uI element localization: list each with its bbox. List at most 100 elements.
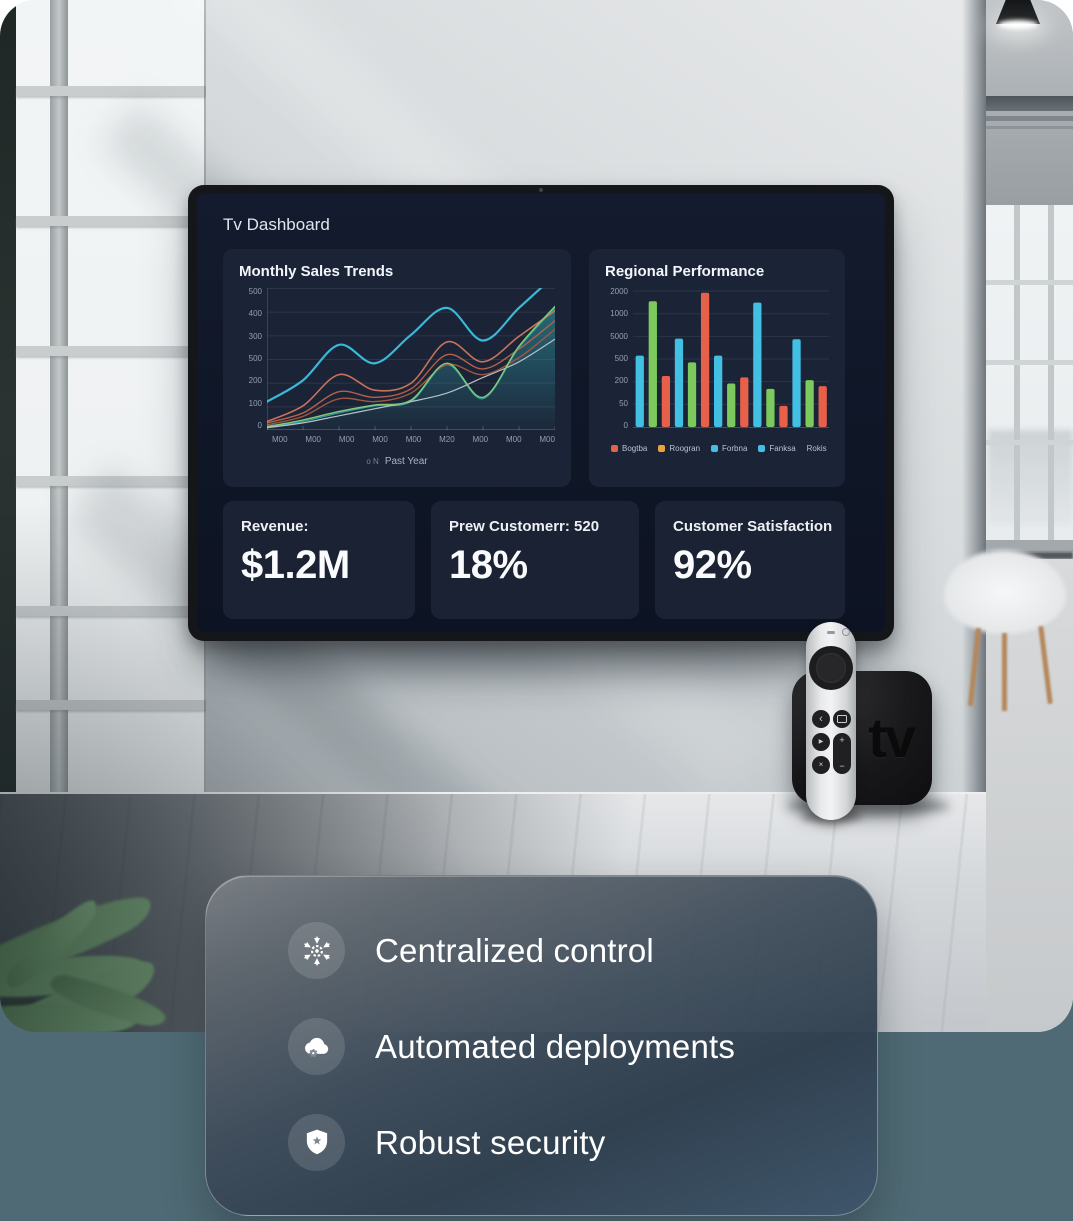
window-view [988,430,1073,525]
axis-label: M20 [439,435,455,444]
window-mullion [986,440,1073,445]
feature-label: Automated deployments [375,1027,736,1065]
floor [986,559,1073,1032]
line-chart-y-axis: 500 400 300 500 200 100 0 [239,288,267,430]
bar-chart-y-axis: 2000 1000 5000 500 200 50 0 [605,288,633,430]
dashboard-title: Tv Dashboard [223,215,330,234]
tv-unit: Tv Dashboard Monthly Sales Trends 500 400… [188,185,894,641]
axis-label: M00 [272,435,288,444]
stat-value: $1.2M [241,543,350,587]
window-sill [986,540,1073,552]
pendant-light-bulb [998,20,1038,29]
line-chart-caption: o N Past Year [366,456,428,467]
axis-label: 2000 [610,287,628,296]
bar [700,292,710,427]
axis-label: 500 [614,353,628,363]
stat-card-new-customers: Prew Customerr: 520 18% [431,501,639,619]
tv-camera-led [539,188,543,192]
remote-dpad [809,646,853,690]
bar [714,355,723,427]
axis-label: 5000 [610,331,628,341]
monthly-sales-panel: Monthly Sales Trends 500 400 300 500 200 100 0 [223,249,571,487]
window-mullion [986,360,1073,365]
ceiling-beam [986,96,1073,111]
feature-item: Robust security [288,1114,877,1171]
window-mullion [16,86,206,96]
remote-dpad-center [816,653,846,683]
legend-swatch [611,445,618,452]
ceiling-beam [986,116,1073,121]
remote-back-button: ‹ [812,710,830,728]
stat-label: Revenue: [241,518,309,535]
bar [779,405,788,427]
axis-label: 100 [248,398,262,408]
ceiling-beam [986,126,1073,129]
bar [661,375,671,427]
line-series-gray-line [267,338,555,429]
remote-volume-rocker: + − [833,733,851,774]
bar [740,377,749,427]
cloud-deployments-icon [288,1018,345,1075]
axis-label: 400 [248,309,262,319]
tv-logo: tv [868,706,916,769]
bar-chart [633,288,829,430]
legend-swatch [711,445,719,452]
centralized-control-icon [288,922,345,979]
bar [674,338,684,427]
regional-performance-panel: Regional Performance 2000 1000 5000 500 200 5… [589,249,845,487]
axis-label: 500 [248,353,262,363]
window-mullion [16,216,206,226]
stat-value: 92% [673,543,752,587]
bar [648,301,657,427]
legend-item: Bogtba [611,444,647,453]
feature-label: Robust security [375,1123,606,1161]
axis-label: M00 [338,435,355,444]
tv-button-icon [837,715,847,723]
right-window [986,205,1073,552]
axis-label: 50 [619,398,628,408]
stat-card-revenue: Revenue: $1.2M [223,501,415,619]
stat-card-satisfaction: Customer Satisfaction 92% [655,501,845,619]
bar [727,383,736,427]
bar [792,339,801,427]
line-chart [267,288,555,430]
axis-label: M00 [472,435,489,444]
axis-label: 200 [614,376,628,386]
legend-item: Forbna [711,444,747,453]
axis-label: M00 [405,435,422,444]
axis-label: 300 [248,331,262,341]
axis-label: 0 [623,420,628,430]
chair-leg [1002,633,1007,711]
axis-label: M00 [539,435,555,444]
features-card: Centralized control Automated deployment… [205,875,878,1216]
remote-mute-button: × [812,756,830,774]
remote-play-pause-button: ▶ [812,733,830,751]
legend-item: Fanksa [758,444,796,453]
axis-label: 200 [248,376,262,386]
stat-label: Prew Customerr: 520 [449,518,600,535]
bar [805,380,814,427]
chair [944,550,1066,634]
remote-power-button [842,628,850,636]
stats-row: Revenue: $1.2M Prew Customerr: 520 18% C… [223,501,845,619]
axis-label: 1000 [610,309,628,319]
stat-value: 18% [449,543,528,587]
line-series-green-line [267,305,555,428]
bar [753,302,762,427]
legend-swatch [758,445,766,452]
bar [635,355,644,427]
axis-label: 500 [248,287,262,296]
line-series-orange-line-2 [267,319,555,424]
bar-chart-title: Regional Performance [605,263,765,280]
volume-down-label: − [839,761,845,771]
stat-label: Customer Satisfaction [673,518,833,535]
volume-up-label: + [839,735,845,745]
axis-label: 0 [257,420,262,430]
line-chart-title: Monthly Sales Trends [239,263,394,280]
window-mullion [1014,205,1020,552]
tv-remote: ‹ ▶ × + − [806,622,856,820]
bar [766,388,775,427]
shield-security-icon [288,1114,345,1171]
tv-screen: Tv Dashboard Monthly Sales Trends 500 400… [197,194,885,632]
